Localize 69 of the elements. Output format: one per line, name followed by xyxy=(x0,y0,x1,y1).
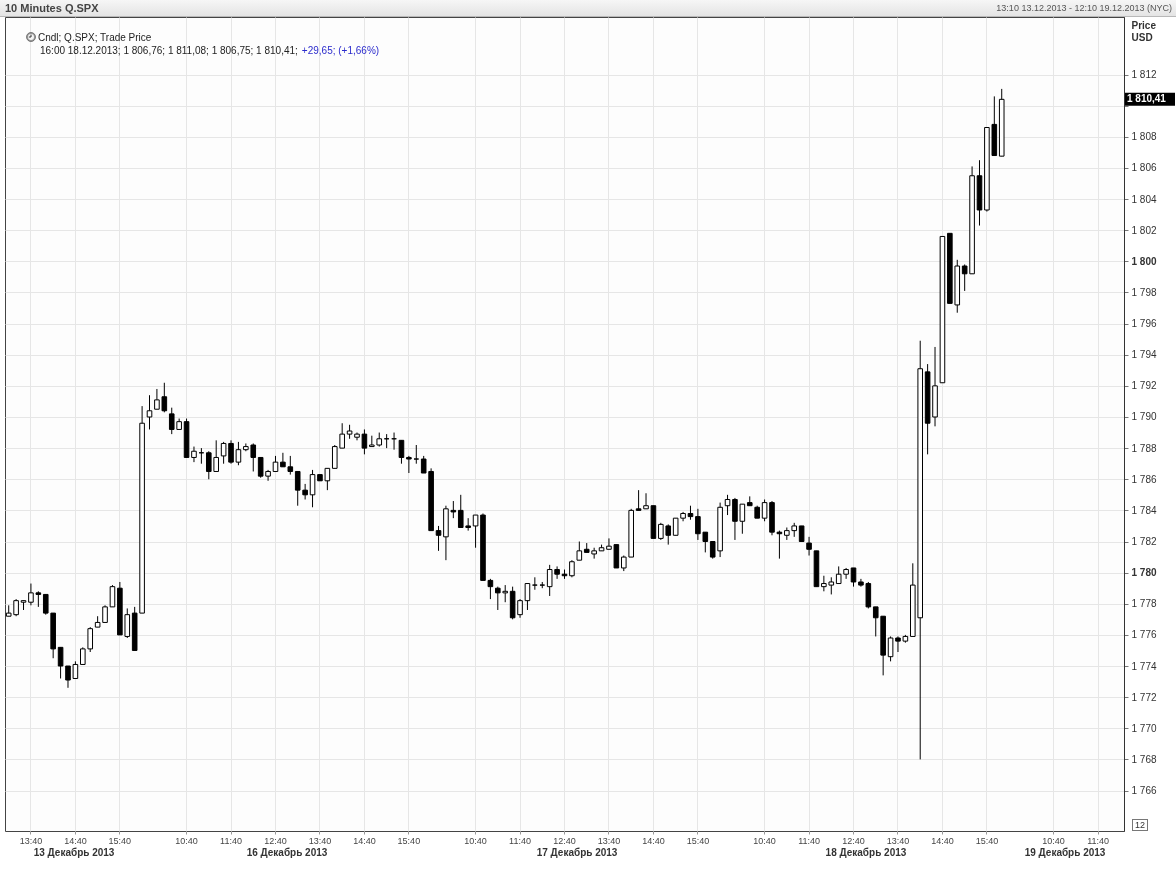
y-tick-label: 1 788 xyxy=(1131,442,1157,454)
y-tick-label: 1 794 xyxy=(1131,349,1157,361)
y-tick-label: 1 776 xyxy=(1131,629,1157,641)
x-tick-label: 12:40 xyxy=(264,835,287,846)
y-tick-label: 1 774 xyxy=(1131,660,1157,672)
y-tick-label: 1 796 xyxy=(1131,318,1157,330)
y-tick-label: 1 800 xyxy=(1131,255,1157,267)
text: 12 xyxy=(1132,819,1149,831)
x-tick-label: 11:40 xyxy=(798,835,820,846)
x-tick-label: 11:40 xyxy=(1087,835,1109,846)
x-tick-label: 14:40 xyxy=(642,835,665,846)
chart-subtitle: 13:10 13.12.2013 - 12:10 19.12.2013 (NYC) xyxy=(996,3,1172,13)
text: 19 Декабрь 2013 xyxy=(1024,847,1106,858)
x-tick-label: 13:40 xyxy=(308,835,332,846)
x-tick-label: 13:40 xyxy=(597,835,621,846)
x-tick-label: 10:40 xyxy=(1042,835,1065,846)
text: 18 Декабрь 2013 xyxy=(825,847,907,858)
x-tick-label: 12:40 xyxy=(553,835,576,846)
text: 13 Декабрь 2013 xyxy=(33,847,115,858)
y-tick-label: 1 812 xyxy=(1131,69,1157,81)
x-tick-label: 14:40 xyxy=(64,835,87,846)
y-tick-label: 1 802 xyxy=(1131,224,1157,236)
annotation: +29,65; (+1,66%) xyxy=(301,45,380,56)
candlestick xyxy=(806,536,812,557)
y-tick-label: 1 798 xyxy=(1131,286,1157,298)
y-tick-label: 1 786 xyxy=(1131,473,1157,485)
candlestick xyxy=(576,541,583,561)
x-tick-label: 10:40 xyxy=(753,835,776,846)
y-tick-label: 1 766 xyxy=(1131,785,1157,797)
candlestick xyxy=(413,444,420,465)
candlestick xyxy=(435,525,442,552)
y-tick-label: 1 782 xyxy=(1131,536,1157,548)
x-tick-label: 11:40 xyxy=(509,835,531,846)
x-tick-label: 15:40 xyxy=(686,835,710,846)
candlestick xyxy=(146,394,153,430)
candlestick xyxy=(398,439,405,465)
x-tick-label: 10:40 xyxy=(464,835,487,846)
candlestick xyxy=(724,494,731,516)
text: 17 Декабрь 2013 xyxy=(536,847,618,858)
y-tick-label: 1 806 xyxy=(1131,162,1157,174)
x-tick-label: 13:40 xyxy=(886,835,910,846)
candlestick xyxy=(850,567,857,588)
x-tick-label: 13:40 xyxy=(19,835,43,846)
y-tick-label: 1 792 xyxy=(1131,380,1157,392)
annotation: 16:00 18.12.2013; 1 806,76; 1 811,08; 1 806,75; 1 810,41; xyxy=(40,45,298,56)
x-tick-label: 10:40 xyxy=(175,835,198,846)
y-tick-label: 1 768 xyxy=(1131,753,1157,765)
candlestick xyxy=(109,584,116,608)
x-tick-label: 15:40 xyxy=(108,835,132,846)
x-tick-label: 14:40 xyxy=(353,835,376,846)
y-tick-label: 1 790 xyxy=(1131,411,1157,423)
chart-title: 10 Minutes Q.SPX xyxy=(5,2,99,14)
y-tick-label: 1 778 xyxy=(1131,598,1157,610)
text: 1 810,41 xyxy=(1127,93,1167,105)
y-tick-label: 1 808 xyxy=(1131,131,1157,143)
x-tick-label: 12:40 xyxy=(842,835,865,846)
y-tick-label: 1 770 xyxy=(1131,722,1157,734)
x-tick-label: 11:40 xyxy=(220,835,242,846)
x-tick-label: 14:40 xyxy=(931,835,954,846)
y-tick-label: 1 804 xyxy=(1131,193,1157,205)
x-tick-label: 15:40 xyxy=(397,835,421,846)
annotation: Cndl; Q.SPX; Trade Price xyxy=(38,32,152,43)
y-tick-label: 1 784 xyxy=(1131,504,1157,516)
y-tick-label: 1 772 xyxy=(1131,691,1157,703)
text: 16 Декабрь 2013 xyxy=(246,847,328,858)
y-axis-title: Price USD xyxy=(1131,19,1157,43)
y-tick-label: 1 780 xyxy=(1131,567,1157,579)
candlestick xyxy=(406,455,412,474)
x-tick-label: 15:40 xyxy=(975,835,999,846)
